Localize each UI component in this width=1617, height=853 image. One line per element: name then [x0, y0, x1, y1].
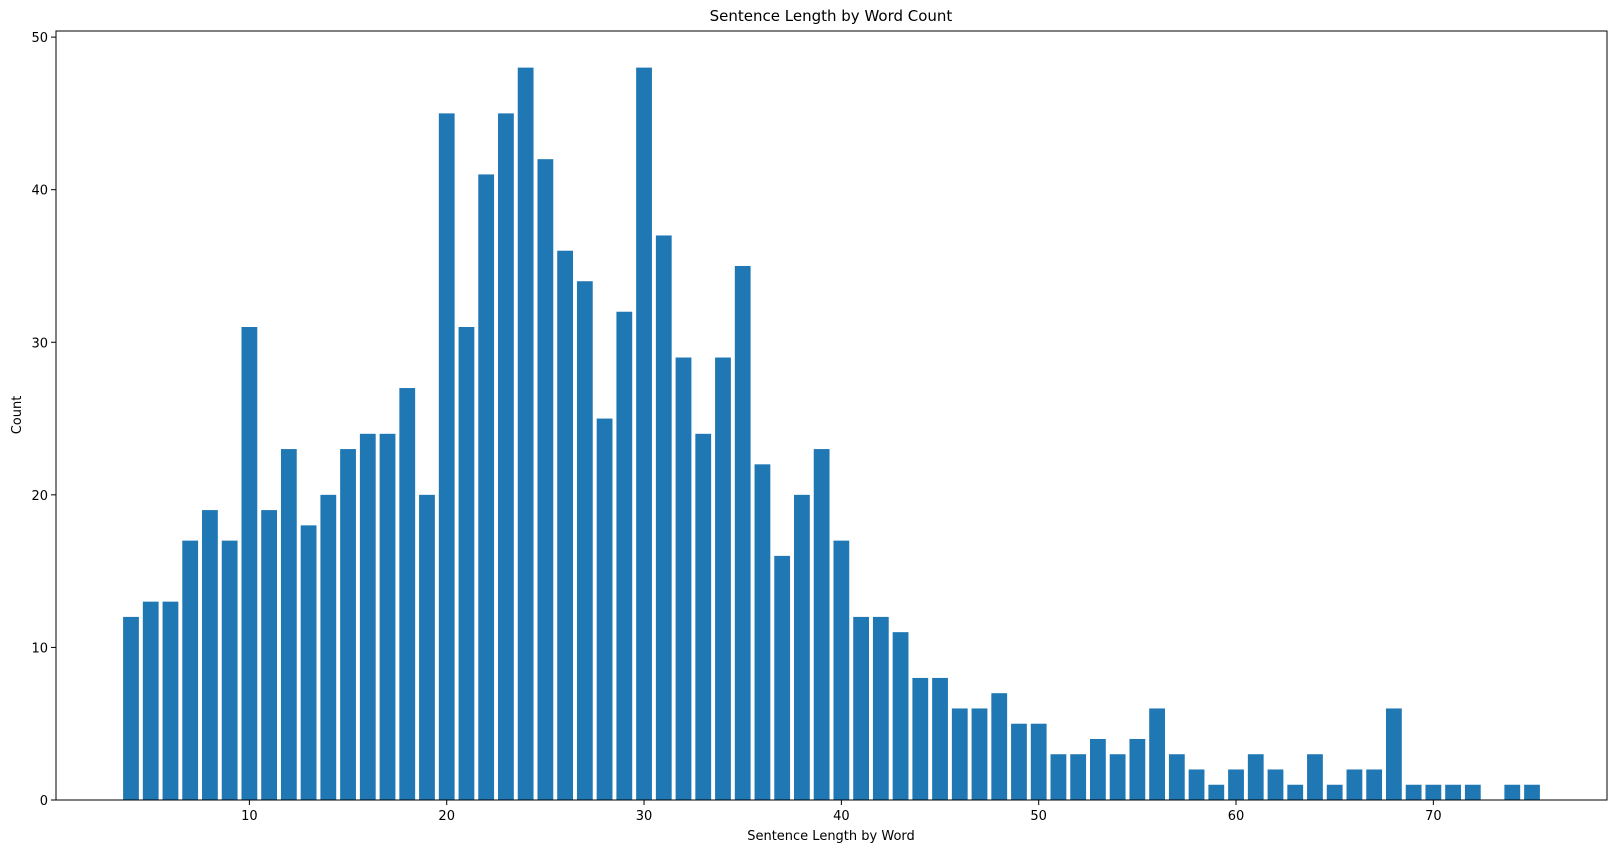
bar-15	[340, 449, 356, 800]
bar-72	[1464, 784, 1481, 800]
bar-35	[734, 265, 751, 801]
bar-36	[754, 464, 771, 800]
bar-30	[636, 67, 652, 801]
bar-7	[182, 540, 199, 800]
bar-56	[1149, 708, 1165, 800]
bar-24	[517, 67, 534, 801]
bar-71	[1445, 784, 1461, 800]
y-ticks: 0 10 20 30 40 50	[31, 31, 56, 809]
bar-28	[596, 418, 613, 800]
x-tick-label: 20	[438, 809, 455, 824]
y-tick-label: 50	[31, 31, 48, 46]
bar-66	[1346, 769, 1363, 800]
bar-69	[1405, 784, 1422, 800]
bar-58	[1188, 769, 1205, 800]
bar-62	[1267, 769, 1284, 800]
x-tick-label: 60	[1228, 809, 1245, 824]
bar-29	[616, 311, 633, 800]
bar-54	[1109, 754, 1126, 800]
bar-75	[1524, 784, 1540, 800]
bar-16	[359, 433, 376, 800]
bar-74	[1504, 784, 1521, 800]
bar-63	[1287, 784, 1304, 800]
bar-38	[794, 494, 810, 800]
y-axis-title: Count	[10, 396, 25, 435]
bar-45	[932, 677, 948, 800]
bar-40	[833, 540, 850, 800]
bar-57	[1168, 754, 1185, 800]
bar-5	[142, 601, 159, 800]
bar-64	[1307, 754, 1323, 800]
bar-39	[813, 449, 830, 800]
bar-47	[971, 708, 988, 800]
bar-37	[774, 555, 791, 800]
bar-18	[399, 388, 416, 800]
plot-frame	[55, 30, 1608, 801]
bar-20	[438, 113, 455, 800]
bar-23	[498, 113, 514, 800]
bars	[123, 67, 1540, 801]
y-tick-label: 20	[31, 489, 48, 504]
bar-51	[1050, 754, 1067, 800]
x-axis-title: Sentence Length by Word	[747, 829, 915, 844]
bar-17	[379, 433, 396, 800]
bar-9	[221, 540, 238, 800]
bar-12	[280, 449, 297, 800]
bar-55	[1129, 738, 1146, 800]
x-tick-label: 50	[1030, 809, 1047, 824]
bar-34	[715, 357, 731, 800]
y-tick-label: 40	[31, 184, 48, 199]
bar-52	[1070, 754, 1087, 800]
bar-27	[576, 281, 593, 801]
y-tick-label: 30	[31, 336, 48, 351]
x-tick-label: 30	[636, 809, 653, 824]
y-tick-label: 0	[40, 794, 48, 809]
bar-33	[695, 433, 712, 800]
bar-46	[951, 708, 968, 800]
bar-25	[537, 159, 554, 801]
y-tick-label: 10	[31, 641, 48, 656]
x-tick-label: 40	[833, 809, 850, 824]
bar-10	[241, 327, 258, 800]
bar-32	[675, 357, 692, 800]
bar-21	[458, 327, 475, 800]
bar-19	[419, 494, 435, 800]
bar-6	[162, 601, 179, 800]
bar-49	[1011, 723, 1027, 800]
bar-31	[655, 235, 672, 800]
bar-67	[1366, 769, 1383, 800]
x-ticks: 10 20 30 40 50 60 70	[241, 800, 1442, 824]
bar-50	[1030, 723, 1047, 800]
bar-70	[1425, 784, 1442, 800]
bar-68	[1385, 708, 1402, 800]
bar-53	[1090, 738, 1106, 800]
bar-11	[261, 510, 278, 800]
bar-22	[478, 174, 495, 801]
bar-43	[892, 632, 909, 800]
bar-42	[872, 616, 889, 800]
bar-65	[1326, 784, 1343, 800]
bar-60	[1228, 769, 1244, 800]
bar-13	[300, 525, 317, 800]
bar-41	[853, 616, 869, 800]
chart-title: Sentence Length by Word Count	[710, 7, 953, 25]
bar-44	[912, 677, 929, 800]
bar-59	[1208, 784, 1225, 800]
bar-14	[320, 494, 337, 800]
bar-4	[123, 616, 139, 800]
x-tick-label: 70	[1425, 809, 1442, 824]
bar-48	[991, 693, 1008, 800]
bar-61	[1247, 754, 1264, 800]
x-tick-label: 10	[241, 809, 258, 824]
bar-26	[557, 250, 573, 800]
bar-8	[202, 510, 218, 800]
